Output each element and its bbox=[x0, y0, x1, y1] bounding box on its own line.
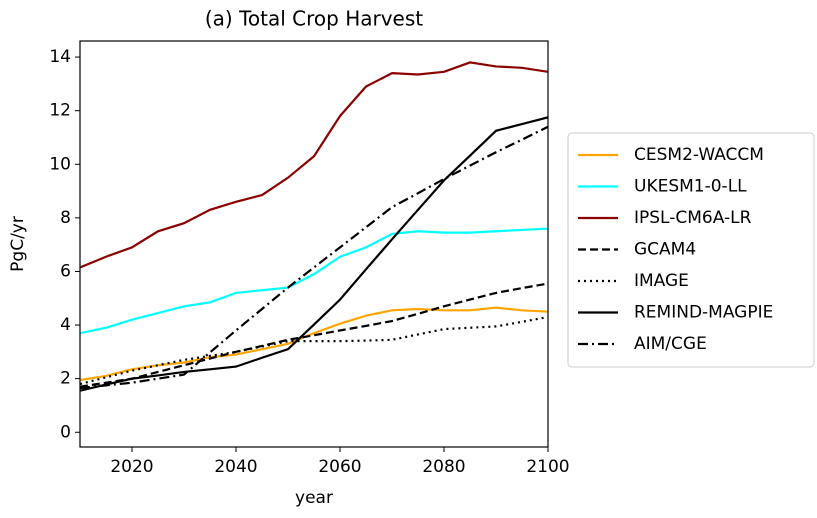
y-tick-label: 0 bbox=[60, 422, 71, 442]
legend-box bbox=[567, 132, 815, 368]
legend-label: CESM2-WACCM bbox=[634, 145, 764, 165]
y-tick-label: 2 bbox=[60, 369, 71, 389]
y-tick-label: 10 bbox=[49, 154, 71, 174]
line bbox=[80, 116, 548, 392]
legend-label: IPSL-CM6A-LR bbox=[634, 208, 752, 228]
y-tick-label: 12 bbox=[49, 101, 71, 121]
y-tick-label: 4 bbox=[60, 315, 71, 335]
line bbox=[80, 61, 548, 269]
legend-label: GCAM4 bbox=[634, 240, 696, 260]
line bbox=[80, 315, 548, 386]
legend-label: REMIND-MAGPIE bbox=[634, 303, 773, 323]
legend-label: UKESM1-0-LL bbox=[634, 177, 747, 197]
legend-label: IMAGE bbox=[634, 271, 689, 291]
x-tick-label: 2020 bbox=[110, 457, 153, 477]
x-axis-label: year bbox=[295, 488, 333, 508]
line bbox=[80, 125, 548, 390]
chart-title: (a) Total Crop Harvest bbox=[205, 7, 423, 31]
x-tick-label: 2040 bbox=[214, 457, 257, 477]
y-tick-label: 6 bbox=[60, 261, 71, 281]
x-tick-label: 2080 bbox=[422, 457, 465, 477]
line bbox=[80, 282, 548, 388]
x-tick-label: 2060 bbox=[318, 457, 361, 477]
y-axis-label: PgC/yr bbox=[8, 216, 28, 272]
y-tick-label: 8 bbox=[60, 208, 71, 228]
legend-label: AIM/CGE bbox=[634, 334, 707, 354]
line bbox=[80, 227, 548, 335]
plot-frame bbox=[79, 40, 549, 448]
x-tick-label: 2100 bbox=[526, 457, 569, 477]
line bbox=[80, 306, 548, 382]
y-tick-label: 14 bbox=[49, 47, 71, 67]
